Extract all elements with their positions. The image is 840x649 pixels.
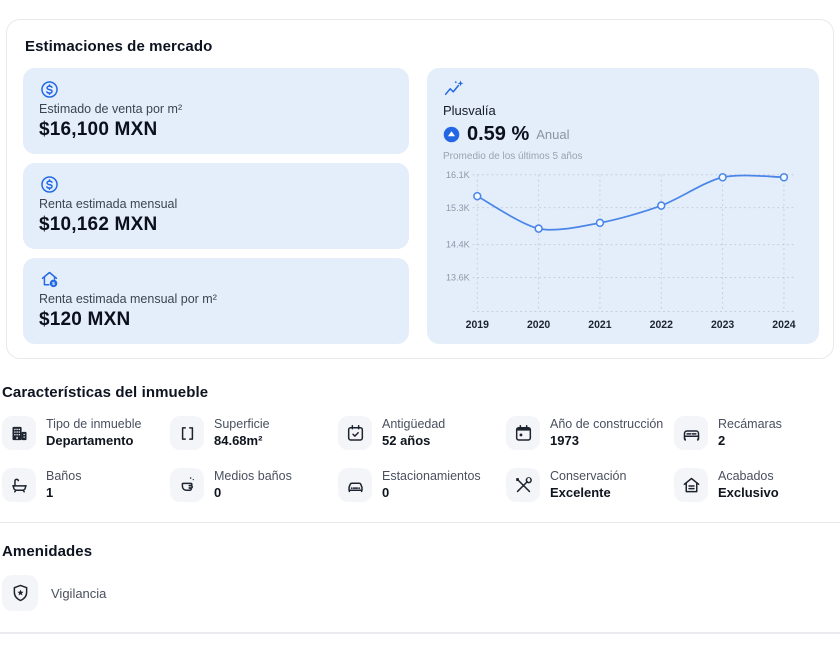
chart-data-point[interactable] <box>595 218 605 228</box>
trend-up-icon <box>443 79 803 101</box>
tools-icon <box>506 468 540 502</box>
area-brackets-icon <box>170 416 204 450</box>
feature-label: Año de construcción <box>550 417 664 431</box>
feature-item: Tipo de inmueble Departamento <box>2 416 164 450</box>
market-estimations-section: Estimaciones de mercado Estimado de vent… <box>6 19 834 359</box>
feature-label: Estacionamientos <box>382 469 481 483</box>
market-stat-cards: Estimado de venta por m² $16,100 MXN Rent… <box>23 68 409 344</box>
amenities-section-title: Amenidades <box>2 543 93 560</box>
market-stat-card: Estimado de venta por m² $16,100 MXN <box>23 68 409 154</box>
chart-data-point[interactable] <box>779 172 789 182</box>
amenity-label: Vigilancia <box>51 585 107 601</box>
market-stat-card: $ Renta estimada mensual por m² $120 MXN <box>23 258 409 344</box>
feature-item: Acabados Exclusivo <box>674 468 836 502</box>
feature-value: 1973 <box>550 433 579 448</box>
feature-value: Exclusivo <box>718 485 779 500</box>
feature-label: Superficie <box>214 417 270 431</box>
calendar-year-icon <box>506 416 540 450</box>
stat-value: $16,100 MXN <box>39 119 158 140</box>
house-dollar-icon: $ <box>39 269 393 291</box>
plusvalia-title: Plusvalía <box>443 103 496 118</box>
chart-x-tick: 2023 <box>711 319 734 331</box>
plusvalia-rate-period: Anual <box>536 127 570 142</box>
plusvalia-panel: Plusvalía 0.59 % Anual Promedio de los ú… <box>427 68 819 344</box>
chart-line <box>476 174 785 231</box>
amenity-item: Vigilancia <box>2 575 836 611</box>
feature-label: Recámaras <box>718 417 782 431</box>
feature-item: Año de construcción 1973 <box>506 416 668 450</box>
feature-value: 84.68m² <box>214 433 263 448</box>
building-icon <box>2 416 36 450</box>
chart-y-tick: 14.4K <box>446 240 470 250</box>
feature-value: 1 <box>46 485 54 500</box>
chart-y-tick: 15.3K <box>446 203 470 213</box>
market-section-title: Estimaciones de mercado <box>25 38 213 55</box>
chart-data-point[interactable] <box>473 191 482 201</box>
stat-value: $10,162 MXN <box>39 214 158 235</box>
dollar-circle-icon <box>39 174 393 196</box>
feature-item: Medios baños 0 <box>170 468 332 502</box>
bed-icon <box>674 416 708 450</box>
feature-item: Baños 1 <box>2 468 164 502</box>
feature-item: Recámaras 2 <box>674 416 836 450</box>
chart-data-point[interactable] <box>657 201 666 210</box>
bottom-divider <box>0 632 840 634</box>
chart-y-tick: 16.1K <box>446 170 470 180</box>
stat-value: $120 MXN <box>39 309 131 330</box>
amenities-section: Amenidades Vigilancia <box>2 543 836 611</box>
feature-value: 2 <box>718 433 726 448</box>
feature-value: Departamento <box>46 433 134 448</box>
feature-value: 0 <box>382 485 390 500</box>
chart-data-point[interactable] <box>534 224 543 233</box>
market-row: Estimado de venta por m² $16,100 MXN Rent… <box>23 68 819 344</box>
car-icon <box>338 468 372 502</box>
feature-item: Conservación Excelente <box>506 468 668 502</box>
stat-label: Estimado de venta por m² <box>39 102 183 116</box>
chart-x-tick: 2020 <box>527 319 550 331</box>
house-finish-icon <box>674 468 708 502</box>
features-section: Características del inmueble Tipo de inm… <box>2 384 836 502</box>
amenities-list: Vigilancia <box>2 575 836 611</box>
plusvalia-chart[interactable]: 16.1K 15.3K 14.4K 13.6K 2019 2020 2021 2022 2023… <box>443 166 803 334</box>
feature-item: Antigüedad 52 años <box>338 416 500 450</box>
chart-x-tick: 2022 <box>650 319 673 331</box>
feature-label: Medios baños <box>214 469 292 483</box>
arrow-up-circle-icon <box>443 126 460 143</box>
stat-label: Renta estimada mensual por m² <box>39 292 217 306</box>
chart-data-point[interactable] <box>718 172 727 182</box>
section-divider <box>0 522 840 523</box>
feature-value: 52 años <box>382 433 431 448</box>
feature-value: Excelente <box>550 485 611 500</box>
chart-x-tick: 2019 <box>466 319 489 331</box>
chart-x-tick: 2024 <box>772 319 795 331</box>
market-stat-card: Renta estimada mensual $10,162 MXN <box>23 163 409 249</box>
stat-label: Renta estimada mensual <box>39 197 178 211</box>
feature-value: 0 <box>214 485 222 500</box>
svg-text:$: $ <box>52 281 55 287</box>
features-section-title: Características del inmueble <box>2 384 209 401</box>
feature-label: Conservación <box>550 469 627 483</box>
feature-label: Antigüedad <box>382 417 446 431</box>
features-grid: Tipo de inmueble Departamento Superficie 84… <box>2 416 836 502</box>
bathtub-icon <box>2 468 36 502</box>
feature-item: Estacionamientos 0 <box>338 468 500 502</box>
feature-label: Baños <box>46 469 82 483</box>
plusvalia-rate-row: 0.59 % Anual <box>443 123 803 146</box>
plusvalia-rate: 0.59 % <box>467 123 530 145</box>
feature-label: Acabados <box>718 469 774 483</box>
plusvalia-subtitle: Promedio de los últimos 5 años <box>443 151 583 162</box>
chart-y-tick: 13.6K <box>446 272 470 282</box>
dollar-circle-icon <box>39 79 393 101</box>
feature-label: Tipo de inmueble <box>46 417 142 431</box>
calendar-check-icon <box>338 416 372 450</box>
feature-item: Superficie 84.68m² <box>170 416 332 450</box>
shield-star-icon <box>2 575 38 611</box>
chart-x-tick: 2021 <box>588 319 611 331</box>
property-detail-page: Estimaciones de mercado Estimado de vent… <box>0 19 840 634</box>
half-bath-icon <box>170 468 204 502</box>
